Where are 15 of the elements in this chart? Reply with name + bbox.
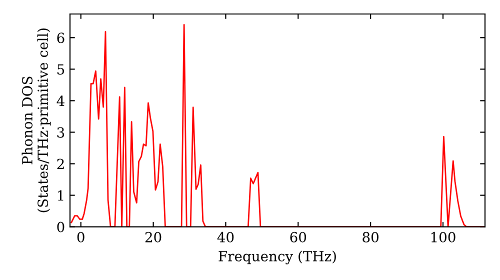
y-tick-label: 3 (57, 127, 64, 138)
y-tick-label: 2 (57, 158, 64, 170)
y-tick-label: 6 (57, 32, 64, 44)
x-tick-label: 20 (145, 232, 162, 242)
y-tick-label: 1 (58, 190, 64, 201)
x-axis-title: Frequency (THz) (218, 250, 336, 264)
x-tick-label: 80 (362, 232, 378, 242)
y-axis-title: Phonon DOS (States/THz·primitive cell) (22, 28, 51, 212)
x-tick-label: 0 (77, 232, 84, 242)
y-tick-label: 5 (57, 64, 64, 75)
x-tick-label: 100 (431, 232, 456, 242)
y-tick-label: 4 (56, 96, 64, 106)
y-tick-label: 0 (57, 222, 64, 232)
x-tick-label: 60 (290, 232, 306, 242)
x-tick-label: 40 (217, 232, 234, 242)
